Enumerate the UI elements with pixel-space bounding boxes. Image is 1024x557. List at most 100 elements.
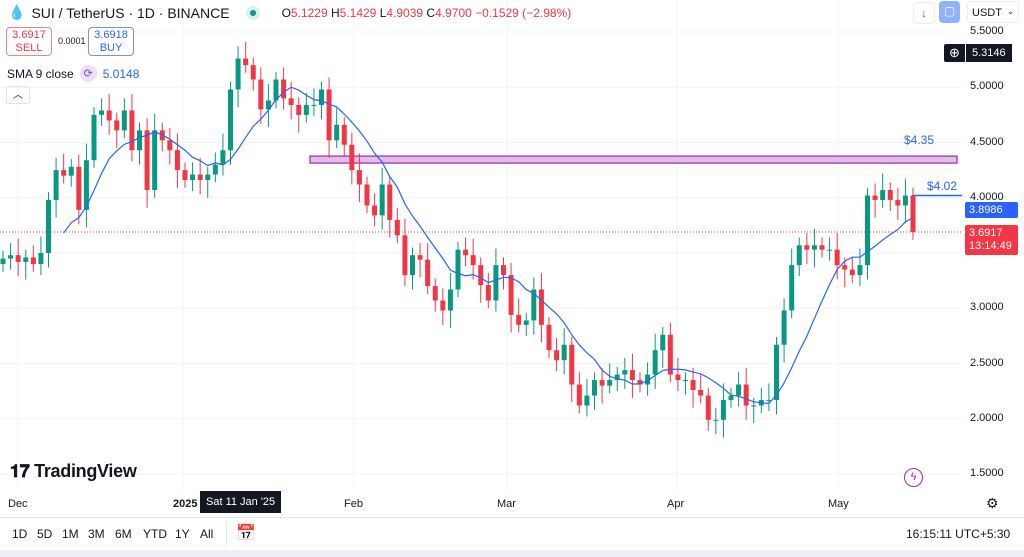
candle-body [53,170,59,200]
currency-select[interactable]: USDT ⌄ [967,1,1019,23]
candle-body [235,58,241,90]
clock-timezone[interactable]: 16:15:11 UTC+5:30 [906,527,1011,541]
candle-body [425,259,431,287]
candle-body [99,110,105,115]
candle-body [698,390,704,396]
candle-body [743,384,749,406]
candle-body [402,235,408,276]
bar-countdown: 13:14:49 [969,240,1012,252]
candle-body [584,395,590,406]
candle-body [569,344,575,385]
candle-body [834,249,840,266]
candle-body [152,130,158,191]
range-button-all[interactable]: All [200,527,214,541]
candle-body [781,310,787,345]
candle-body [190,174,196,181]
time-axis-label: Dec [8,498,28,510]
zone-label[interactable]: $4.35 [904,133,935,147]
candle-body [273,79,279,101]
range-button-3m[interactable]: 3M [88,527,105,541]
candle-body [341,124,347,145]
candle-body [872,195,878,200]
loading-icon: ⟳ [79,65,97,82]
time-axis-label: Apr [667,498,685,510]
candle-body [174,150,180,171]
candle-body [842,265,848,270]
candle-body [8,255,14,259]
sma-legend[interactable]: SMA 9 close ⟳ 5.0148 [7,65,139,82]
candle-body [523,320,529,325]
candle-body [675,374,681,381]
price-axis-label: 5.0000 [970,80,1004,93]
candle-body [576,384,582,406]
candle-body [182,170,188,181]
settings-gear-icon[interactable]: ⚙ [986,495,999,511]
buy-button[interactable]: 3.6918 BUY [88,27,134,56]
candle-body [554,350,560,361]
lightning-icon[interactable]: ϟ [904,468,923,487]
sui-logo-icon: 💧 [8,4,26,20]
crosshair-date-label: Sat 11 Jan '25 [200,491,282,513]
candle-body [592,380,597,396]
sma-line [63,86,914,405]
collapse-legend-button[interactable]: ︿ [6,86,30,104]
candle-body [417,255,423,260]
candle-body [690,380,696,391]
line-label[interactable]: $4.02 [927,179,958,193]
auto-scale-button[interactable]: ▢ [939,1,960,23]
range-button-1d[interactable]: 1D [12,527,28,541]
sell-button[interactable]: 3.6917 SELL [6,27,52,56]
range-button-6m[interactable]: 6M [115,527,132,541]
candle-body [652,350,658,375]
price-axis-label: 4.0000 [970,190,1004,203]
arrow-down-button[interactable]: ↓ [913,2,935,24]
candle-body [265,100,271,110]
candle-body [447,289,453,311]
candle-body [243,58,249,66]
resistance-zone [309,155,958,164]
candle-body [713,419,719,421]
time-axis-label: Mar [497,498,516,510]
candle-body [705,395,711,420]
candle-body [46,199,51,253]
date-range-calendar-icon[interactable]: 📅 [236,525,256,542]
candle-body [865,195,870,266]
candle-body [303,104,309,115]
tradingview-logo[interactable]: 𝟏𝟕 TradingView [10,461,137,481]
candle-body [30,257,36,265]
candle-body [508,275,514,315]
candle-body [531,289,537,321]
candle-body [789,265,795,311]
candle-body [114,120,120,131]
bottom-panel-strip [0,550,1024,557]
candle-body [379,184,385,216]
candle-body [811,245,817,250]
candle-body [296,104,302,115]
candle-body [720,399,726,420]
add-plus-icon[interactable]: ⊕ [944,44,965,62]
range-button-1m[interactable]: 1M [62,527,79,541]
candle-body [804,245,810,250]
candle-body [319,89,324,105]
candle-body [667,334,673,375]
range-button-ytd[interactable]: YTD [143,527,167,541]
range-button-1y[interactable]: 1Y [175,527,190,541]
candle-body [463,249,469,256]
price-axis-label: 2.0000 [970,411,1004,424]
candle-body [880,190,886,200]
symbol-title[interactable]: SUI / TetherUS · 1D · BINANCE [31,4,230,21]
range-button-5d[interactable]: 5D [37,527,53,541]
candle-body [629,370,635,381]
candle-body [432,286,438,301]
candle-body [599,380,605,386]
candle-body [281,79,287,99]
candle-body [683,380,688,382]
candle-body [23,257,29,262]
price-axis-label: 2.5000 [970,356,1004,369]
candle-body [167,140,173,151]
candle-body [501,265,506,276]
candle-body [478,265,484,286]
candle-body [356,170,362,185]
candle-body [622,370,628,375]
price-chart[interactable] [0,0,962,490]
